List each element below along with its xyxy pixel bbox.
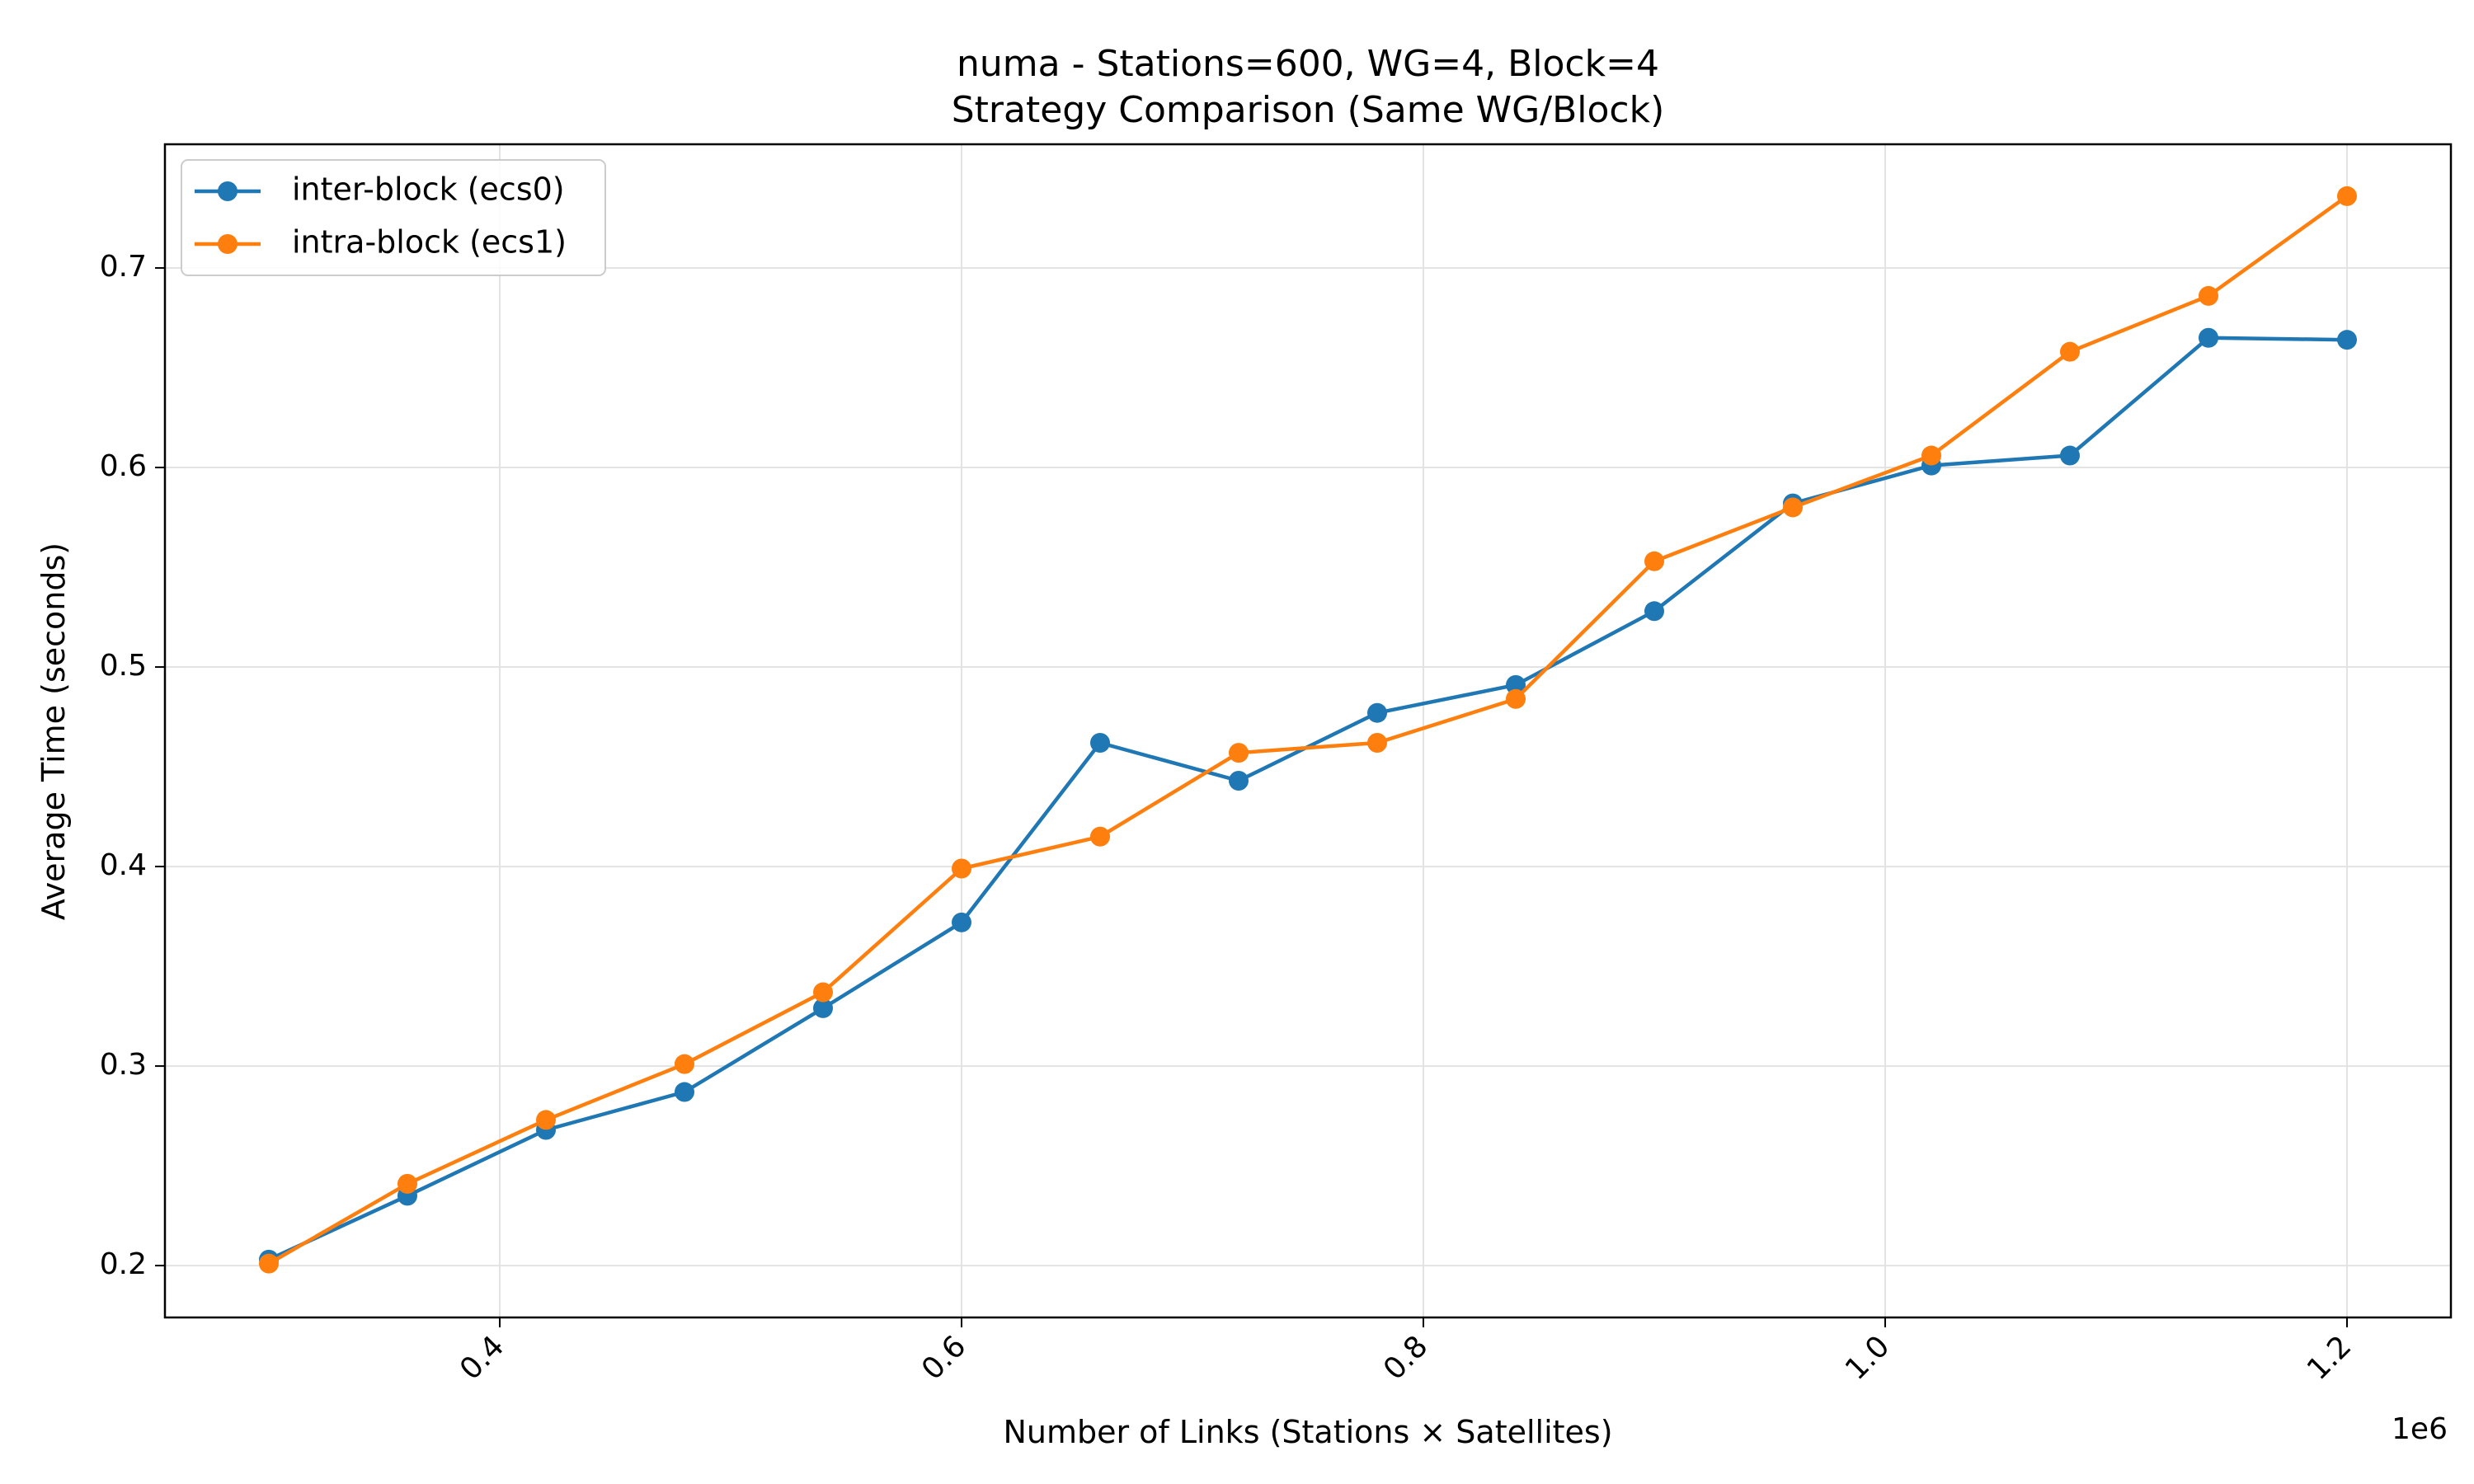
legend-label: intra-block (ecs1) [292, 224, 567, 261]
data-point [813, 998, 833, 1018]
x-axis-label: Number of Links (Stations × Satellites) [1003, 1414, 1612, 1450]
data-point [1506, 674, 1526, 695]
data-point [1783, 497, 1803, 518]
y-tick-label: 0.3 [100, 1048, 147, 1082]
data-point [536, 1110, 556, 1130]
data-point [675, 1082, 694, 1102]
data-point [1229, 743, 1249, 763]
chart-title: numa - Stations=600, WG=4, Block=4 [957, 43, 1659, 85]
y-tick-label: 0.4 [100, 848, 147, 882]
data-point [2060, 341, 2080, 362]
series-2 [259, 186, 2357, 1274]
legend-marker [218, 181, 238, 201]
data-point [2199, 285, 2218, 306]
data-point [952, 912, 971, 932]
data-point [1644, 551, 1664, 571]
data-point [675, 1054, 694, 1074]
legend-label: inter-block (ecs0) [292, 171, 565, 208]
data-point [397, 1173, 417, 1194]
data-point [2337, 186, 2357, 206]
y-tick-label: 0.5 [100, 649, 147, 683]
data-point [1090, 826, 1110, 847]
data-point [1229, 771, 1249, 791]
data-point [1367, 733, 1387, 754]
grid [165, 144, 2451, 1317]
legend-entries: inter-block (ecs0) intra-block (ecs1) [195, 171, 567, 261]
data-point [259, 1253, 279, 1274]
y-tick-label: 0.7 [100, 250, 147, 284]
y-tick-label: 0.2 [100, 1247, 147, 1281]
x-axis-offset-label: 1e6 [2392, 1412, 2448, 1446]
y-axis-label: Average Time (seconds) [35, 542, 72, 920]
legend-frame [181, 159, 606, 276]
data-point [952, 858, 971, 879]
legend-marker [218, 234, 238, 254]
data-point [2199, 327, 2218, 348]
chart-subtitle: Strategy Comparison (Same WG/Block) [952, 89, 1665, 131]
data-point [1367, 702, 1387, 723]
plot-series [259, 186, 2357, 1274]
data-point [1921, 445, 1941, 466]
data-point [1090, 733, 1110, 754]
series-line [267, 195, 2349, 1266]
plot-area-frame [163, 143, 2453, 1319]
y-axis-ticks: 0.2 0.3 0.4 0.5 0.6 0.7 [100, 250, 165, 1281]
data-point [1644, 601, 1664, 622]
data-point [2337, 330, 2357, 350]
legend: inter-block (ecs0) intra-block (ecs1) [181, 159, 606, 276]
legend-entry: intra-block (ecs1) [195, 224, 567, 261]
data-point [2060, 445, 2080, 466]
y-tick-label: 0.6 [100, 449, 147, 483]
legend-entry: inter-block (ecs0) [195, 171, 565, 208]
data-point [1506, 688, 1526, 709]
data-point [813, 982, 833, 1003]
